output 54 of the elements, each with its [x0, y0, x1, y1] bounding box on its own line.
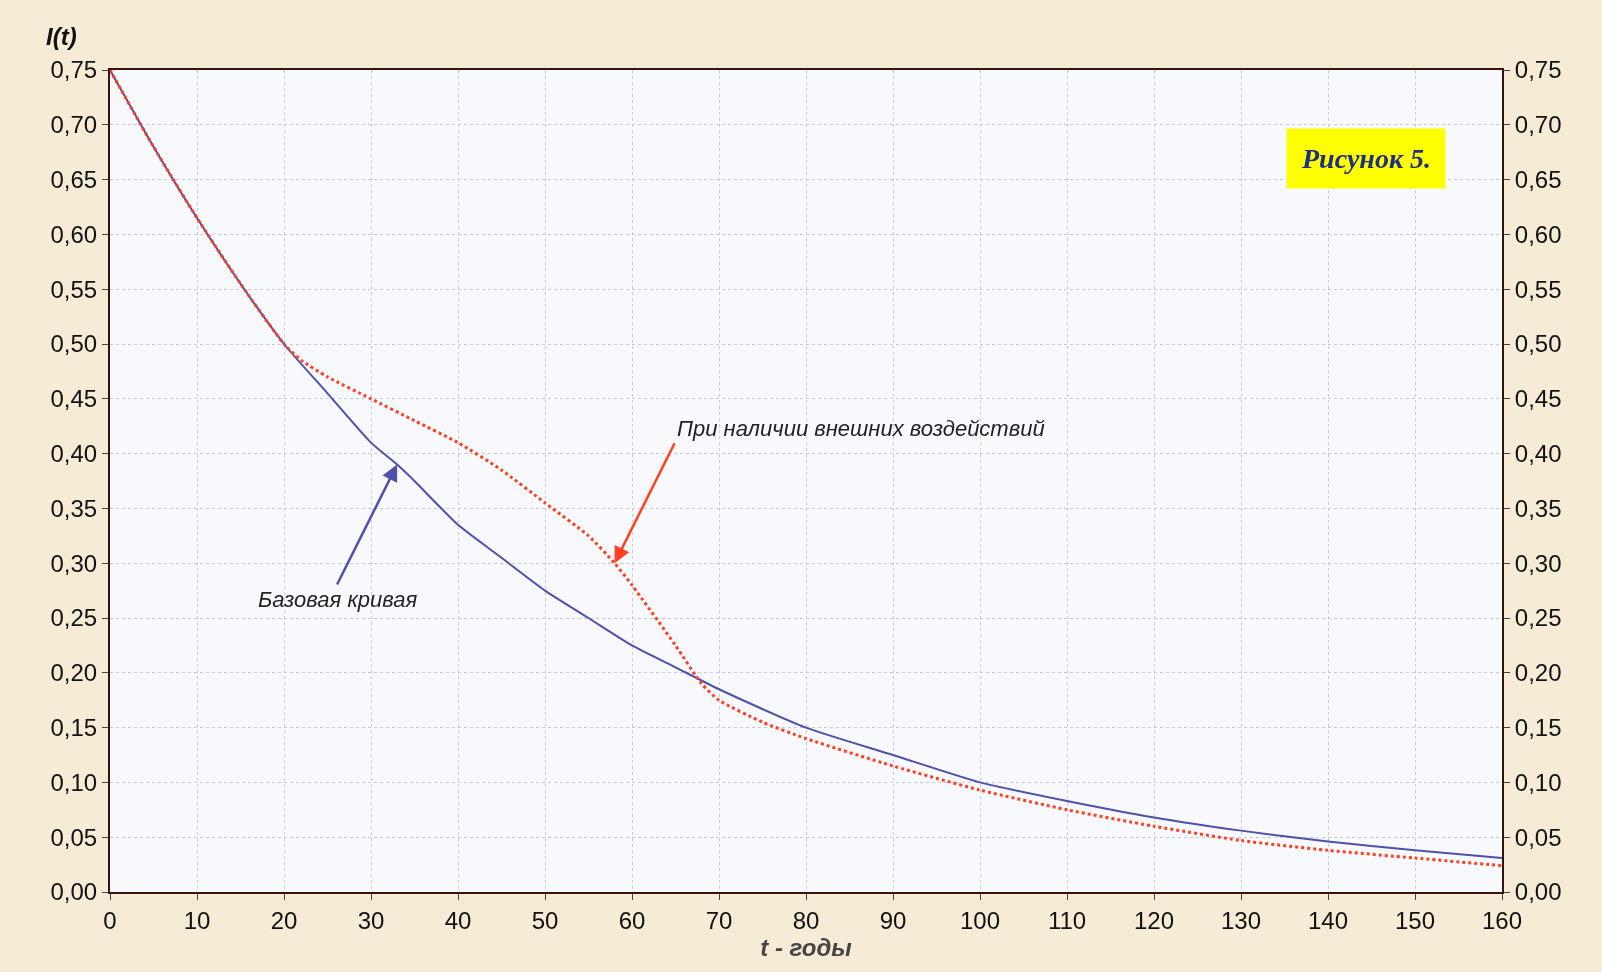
- y-tick-label: 0,20: [50, 659, 98, 687]
- y2-tick-label: 0,15: [1514, 714, 1562, 741]
- y2-tick-label: 0,70: [1514, 111, 1562, 139]
- x-tick-label: 10: [183, 906, 211, 934]
- y-tick-label: 0,10: [50, 768, 98, 796]
- y2-tick-label: 0,75: [1514, 56, 1562, 84]
- y2-tick-label: 0,00: [1514, 878, 1562, 906]
- y2-tick-label: 0,55: [1514, 275, 1562, 303]
- y2-tick-label: 0,45: [1514, 385, 1562, 413]
- y2-tick-label: 0,60: [1514, 220, 1562, 248]
- y2-tick-label: 0,35: [1514, 494, 1562, 522]
- y-tick-label: 0,35: [50, 494, 98, 522]
- y-tick-label: 0,50: [50, 330, 98, 358]
- text: Рисунок 5.: [1301, 143, 1432, 174]
- y2-tick-label: 0,65: [1514, 166, 1562, 193]
- y-tick-label: 0,25: [50, 604, 98, 632]
- y2-tick-label: 0,10: [1514, 768, 1562, 796]
- x-tick-label: 70: [705, 906, 733, 934]
- x-tick-label: 100: [959, 906, 1001, 934]
- y-tick-label: 0,00: [50, 878, 98, 906]
- y2-tick-label: 0,30: [1514, 549, 1562, 577]
- y-tick-label: 0,30: [50, 549, 98, 577]
- y-tick-label: 0,55: [50, 275, 98, 303]
- annotation: Базовая кривая: [258, 587, 418, 612]
- x-tick-label: 110: [1047, 906, 1087, 934]
- x-tick-label: 40: [444, 906, 472, 934]
- y-tick-label: 0,65: [50, 166, 98, 193]
- y-tick-label: 0,40: [50, 440, 98, 467]
- y2-tick-label: 0,40: [1514, 440, 1562, 467]
- x-tick-label: 60: [618, 906, 646, 934]
- y-axis-title: I(t): [46, 23, 77, 50]
- y2-tick-label: 0,50: [1514, 330, 1562, 358]
- x-tick-label: 160: [1481, 906, 1523, 934]
- y2-tick-label: 0,05: [1514, 823, 1562, 851]
- y-tick-label: 0,75: [50, 56, 98, 84]
- x-tick-label: 90: [879, 906, 907, 934]
- x-tick-label: 50: [531, 906, 559, 934]
- y-tick-label: 0,60: [50, 220, 98, 248]
- y-tick-label: 0,70: [50, 111, 98, 139]
- y-tick-label: 0,45: [50, 385, 98, 413]
- x-tick-label: 80: [792, 906, 820, 934]
- y2-tick-label: 0,25: [1514, 604, 1562, 632]
- y-tick-label: 0,15: [50, 714, 98, 741]
- x-axis-title: t - годы: [760, 933, 853, 961]
- y-tick-label: 0,05: [50, 823, 98, 851]
- x-tick-label: 20: [270, 906, 298, 934]
- annotation: При наличии внешних воздействий: [677, 416, 1045, 441]
- x-tick-label: 130: [1220, 906, 1262, 934]
- x-tick-label: 0: [103, 906, 117, 934]
- x-tick-label: 120: [1133, 906, 1175, 934]
- y2-tick-label: 0,20: [1514, 659, 1562, 687]
- x-tick-label: 30: [357, 906, 385, 934]
- x-tick-label: 150: [1394, 906, 1436, 934]
- x-tick-label: 140: [1307, 906, 1349, 934]
